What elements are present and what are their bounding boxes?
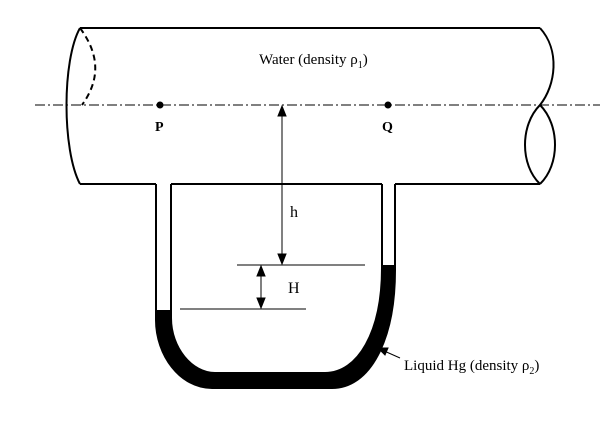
dimension-h (277, 104, 287, 266)
mercury-leader (376, 347, 401, 359)
dimension-H-arrow-bottom (256, 297, 266, 310)
dimension-H (256, 264, 266, 310)
dimension-H-label: H (288, 280, 300, 297)
pipe-right-end-lens-right (539, 104, 556, 185)
point-P-label: P (155, 120, 164, 135)
dimension-h-arrow-bottom (277, 253, 287, 266)
u-tube-inner-wall (170, 184, 383, 374)
pipe-left-end-back (65, 27, 81, 185)
dimension-h-label: h (290, 204, 298, 221)
dimension-H-arrow-top (256, 264, 266, 277)
mercury-label: Liquid Hg (density ρ2) (404, 358, 539, 377)
point-Q-label: Q (382, 120, 393, 135)
dimension-h-arrow-top (277, 104, 287, 117)
point-Q-marker (384, 101, 392, 109)
pipe-right-end-top (539, 27, 555, 106)
mercury-column (156, 265, 395, 388)
mercury-leader-arrow (376, 347, 389, 356)
pipe-left-end-front (79, 27, 97, 106)
point-P-marker (156, 101, 164, 109)
water-label: Water (density ρ1) (259, 52, 368, 71)
pipe-right-end-lens-left (524, 104, 541, 185)
